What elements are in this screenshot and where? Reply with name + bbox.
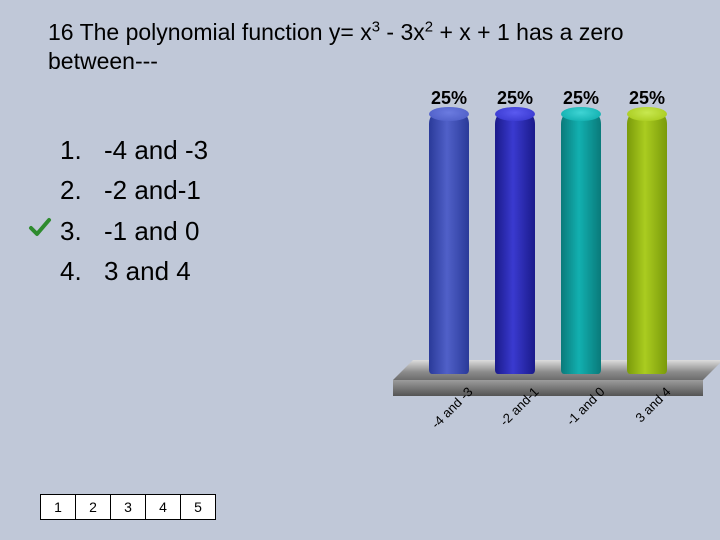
bar-body (495, 114, 535, 374)
x-axis-label: -1 and 0 (540, 384, 607, 451)
bar-body (429, 114, 469, 374)
x-axis-label: 3 and 4 (606, 384, 673, 451)
question-sup-1: 3 (372, 18, 380, 35)
bar (561, 114, 601, 374)
answer-option-2[interactable]: 2.-2 and-1 (60, 170, 208, 210)
percent-label: 25% (485, 88, 545, 109)
question-text: 16 The polynomial function y= x3 - 3x2 +… (48, 18, 678, 76)
percent-label: 25% (419, 88, 479, 109)
answer-option-3[interactable]: 3.-1 and 0 (60, 211, 208, 251)
x-axis-label: -2 and-1 (474, 384, 541, 451)
answer-option-1[interactable]: 1.-4 and -3 (60, 130, 208, 170)
checkmark-icon (28, 215, 52, 239)
x-axis-label: -4 and -3 (408, 384, 475, 451)
bar-body (561, 114, 601, 374)
question-prefix: The polynomial function y= x (80, 19, 372, 45)
question-sup-2: 2 (425, 18, 433, 35)
answer-number: 4. (60, 251, 104, 291)
response-chart: 25%25%25%25% -4 and -3-2 and-1-1 and 03 … (415, 88, 705, 428)
answer-list: 1.-4 and -32.-2 and-13.-1 and 04.3 and 4 (60, 130, 208, 291)
bar (495, 114, 535, 374)
question-number: 16 (48, 19, 74, 45)
footer-cell-2[interactable]: 2 (75, 494, 111, 520)
answer-text: -1 and 0 (104, 216, 199, 246)
footer-cell-1[interactable]: 1 (40, 494, 76, 520)
answer-number: 2. (60, 170, 104, 210)
footer-cells: 12345 (40, 494, 216, 520)
percent-label: 25% (617, 88, 677, 109)
bar-cap (495, 107, 535, 121)
bar-cap (561, 107, 601, 121)
footer-cell-4[interactable]: 4 (145, 494, 181, 520)
answer-text: 3 and 4 (104, 256, 191, 286)
bar-cap (627, 107, 667, 121)
answer-text: -4 and -3 (104, 135, 208, 165)
bar-cap (429, 107, 469, 121)
bar (627, 114, 667, 374)
answer-number: 1. (60, 130, 104, 170)
bars-area (415, 114, 705, 374)
footer-cell-5[interactable]: 5 (180, 494, 216, 520)
question-mid-1: - 3x (380, 19, 425, 45)
bar-body (627, 114, 667, 374)
x-axis-labels: -4 and -3-2 and-1-1 and 03 and 4 (415, 384, 705, 444)
answer-number: 3. (60, 211, 104, 251)
bar (429, 114, 469, 374)
answer-text: -2 and-1 (104, 175, 201, 205)
percent-label: 25% (551, 88, 611, 109)
footer-cell-3[interactable]: 3 (110, 494, 146, 520)
answer-option-4[interactable]: 4.3 and 4 (60, 251, 208, 291)
